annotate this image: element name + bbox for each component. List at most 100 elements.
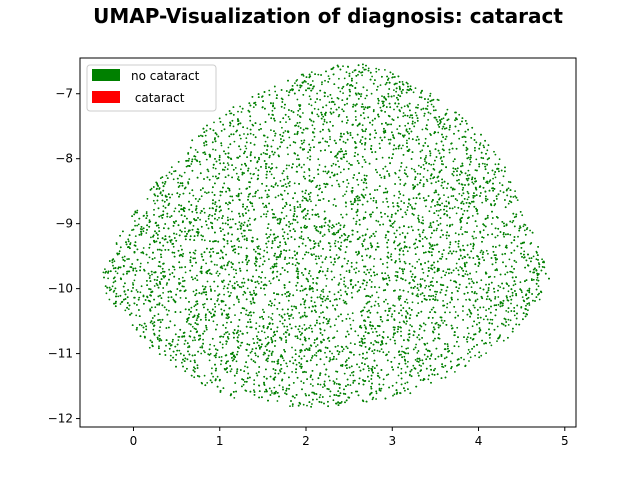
scatter-point	[295, 80, 298, 82]
scatter-point	[315, 345, 317, 348]
scatter-point	[417, 372, 419, 374]
scatter-point	[370, 92, 373, 95]
scatter-point	[407, 360, 409, 363]
scatter-point	[102, 271, 105, 274]
scatter-point	[350, 292, 353, 294]
scatter-point	[199, 218, 202, 221]
scatter-point	[270, 390, 273, 392]
scatter-point	[140, 285, 143, 288]
scatter-point	[406, 302, 409, 304]
scatter-point	[357, 334, 360, 337]
scatter-point	[227, 233, 230, 235]
scatter-point	[422, 164, 425, 166]
scatter-point	[136, 224, 139, 227]
scatter-point	[283, 107, 286, 109]
scatter-point	[519, 225, 521, 228]
scatter-point	[492, 177, 494, 180]
scatter-point	[330, 97, 333, 100]
scatter-point	[471, 325, 474, 328]
scatter-point	[435, 229, 438, 232]
scatter-point	[352, 380, 355, 382]
scatter-point	[509, 319, 512, 322]
scatter-point	[316, 113, 319, 116]
scatter-point	[213, 121, 215, 124]
scatter-point	[260, 215, 262, 218]
scatter-point	[331, 184, 333, 187]
scatter-point	[384, 191, 387, 194]
scatter-point	[249, 300, 252, 303]
scatter-point	[441, 202, 443, 205]
scatter-point	[417, 302, 419, 305]
scatter-point	[264, 276, 267, 279]
scatter-point	[437, 99, 440, 101]
scatter-point	[327, 75, 330, 77]
scatter-point	[334, 240, 337, 242]
scatter-point	[381, 156, 384, 159]
scatter-point	[404, 382, 407, 385]
scatter-point	[287, 299, 290, 302]
scatter-point	[318, 164, 321, 166]
scatter-point	[185, 165, 188, 168]
scatter-point	[116, 272, 119, 275]
scatter-point	[494, 163, 497, 166]
scatter-point	[351, 191, 353, 194]
scatter-point	[302, 141, 305, 144]
scatter-point	[405, 166, 408, 169]
scatter-point	[145, 211, 148, 213]
scatter-point	[422, 219, 424, 222]
scatter-point	[300, 139, 303, 142]
scatter-point	[363, 174, 366, 177]
scatter-point	[406, 82, 409, 85]
scatter-point	[361, 103, 364, 106]
scatter-point	[309, 383, 312, 385]
scatter-point	[208, 207, 211, 210]
scatter-point	[405, 323, 407, 325]
scatter-point	[343, 276, 346, 279]
scatter-point	[382, 351, 385, 354]
scatter-point	[474, 169, 477, 172]
scatter-point	[216, 270, 219, 273]
scatter-point	[502, 175, 505, 178]
scatter-point	[245, 247, 248, 250]
scatter-point	[182, 252, 185, 255]
scatter-point	[257, 189, 259, 192]
scatter-point	[397, 297, 400, 299]
scatter-point	[215, 352, 218, 355]
scatter-point	[322, 170, 325, 173]
scatter-point	[263, 206, 266, 209]
scatter-point	[256, 246, 259, 248]
scatter-point	[362, 66, 364, 69]
scatter-point	[239, 330, 242, 333]
scatter-point	[194, 367, 197, 370]
scatter-point	[258, 325, 261, 327]
scatter-point	[342, 226, 345, 229]
scatter-point	[426, 169, 429, 172]
scatter-point	[345, 205, 347, 208]
scatter-point	[226, 216, 229, 219]
scatter-point	[315, 354, 318, 357]
scatter-point	[346, 160, 348, 163]
scatter-point	[471, 215, 474, 217]
scatter-point	[401, 350, 403, 353]
scatter-point	[237, 123, 240, 126]
scatter-point	[189, 330, 192, 332]
scatter-point	[373, 258, 376, 260]
scatter-point	[414, 87, 417, 89]
scatter-point	[171, 193, 174, 196]
scatter-point	[405, 298, 408, 301]
scatter-point	[253, 379, 256, 382]
scatter-point	[218, 272, 221, 275]
scatter-point	[348, 162, 351, 165]
scatter-point	[349, 384, 352, 386]
scatter-point	[424, 286, 427, 289]
scatter-point	[437, 214, 440, 217]
scatter-point	[302, 403, 305, 406]
scatter-point	[446, 108, 449, 111]
scatter-point	[347, 313, 349, 316]
scatter-point	[153, 285, 156, 287]
scatter-point	[321, 235, 324, 238]
scatter-point	[223, 285, 226, 288]
scatter-point	[307, 251, 310, 254]
scatter-point	[183, 171, 186, 174]
scatter-point	[252, 289, 255, 292]
